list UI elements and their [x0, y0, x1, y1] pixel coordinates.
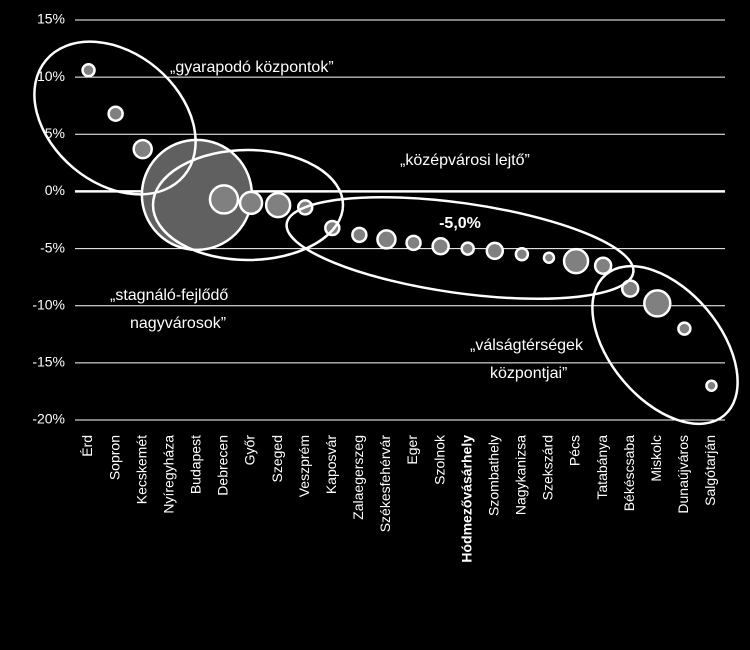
group-ellipse-2 — [280, 179, 639, 317]
bubble-zalaegerszeg — [352, 228, 366, 242]
x-label-szekszárd: Szekszárd — [540, 435, 556, 500]
bubble-érd — [83, 64, 95, 76]
bubble-sopron — [109, 107, 123, 121]
bubble-chart: -20%-15%-10%-5%0%5%10%15%„gyarapodó közp… — [0, 0, 750, 650]
group-label-0: „gyarapodó központok” — [170, 59, 334, 76]
x-label-békéscsaba: Békéscsaba — [621, 435, 637, 511]
y-tick-label: -20% — [32, 411, 65, 427]
x-label-dunaújváros: Dunaújváros — [675, 435, 691, 514]
bubble-nagykanizsa — [516, 248, 528, 260]
bubble-szombathely — [487, 243, 503, 259]
bubble-salgótarján — [706, 381, 716, 391]
x-label-hódmezővásárhely: Hódmezővásárhely — [458, 435, 474, 563]
x-label-nagykanizsa: Nagykanizsa — [513, 435, 529, 515]
y-tick-label: 15% — [37, 11, 65, 27]
value-annotation: -5,0% — [439, 215, 481, 232]
x-label-szeged: Szeged — [269, 435, 285, 482]
x-label-székesfehérvár: Székesfehérvár — [377, 435, 393, 533]
bubble-szeged — [266, 193, 290, 217]
bubble-szolnok — [433, 238, 449, 254]
x-label-miskolc: Miskolc — [648, 435, 664, 482]
bubble-dunaújváros — [678, 323, 690, 335]
bubble-eger — [407, 236, 421, 250]
bubble-miskolc — [644, 290, 670, 316]
group-label-1-line2: nagyvárosok” — [130, 315, 226, 332]
x-label-kaposvár: Kaposvár — [323, 435, 339, 494]
bubble-székesfehérvár — [377, 230, 395, 248]
bubble-pécs — [564, 249, 588, 273]
y-tick-label: -15% — [32, 354, 65, 370]
group-label-3-line2: központjai” — [490, 365, 567, 382]
x-label-budapest: Budapest — [188, 435, 204, 494]
x-label-tatabánya: Tatabánya — [594, 435, 610, 500]
x-label-zalaegerszeg: Zalaegerszeg — [350, 435, 366, 520]
x-label-érd: Érd — [79, 435, 95, 457]
bubble-szekszárd — [544, 253, 554, 263]
y-tick-label: 0% — [45, 182, 65, 198]
x-label-nyíregyháza: Nyíregyháza — [160, 435, 176, 514]
x-label-szolnok: Szolnok — [431, 434, 447, 485]
y-tick-label: 10% — [37, 68, 65, 84]
x-label-kecskemét: Kecskemét — [133, 435, 149, 504]
x-label-debrecen: Debrecen — [215, 435, 231, 496]
group-label-3-line1: „válságtérségek — [470, 337, 584, 354]
group-label-1-line1: „stagnáló-fejlődő — [110, 287, 228, 304]
x-label-veszprém: Veszprém — [296, 435, 312, 497]
x-label-salgótarján: Salgótarján — [702, 435, 718, 506]
bubble-győr — [240, 192, 262, 214]
group-ellipse-3 — [564, 239, 750, 451]
y-tick-label: -10% — [32, 296, 65, 312]
x-label-pécs: Pécs — [567, 435, 583, 466]
x-label-eger: Eger — [404, 435, 420, 465]
x-label-szombathely: Szombathely — [485, 435, 501, 516]
group-label-2: „középvárosi lejtő” — [400, 152, 530, 169]
x-label-győr: Győr — [242, 435, 258, 466]
bubble-debrecen — [210, 185, 238, 213]
bubble-hódmezővásárhely — [462, 243, 474, 255]
bubble-kecskemét — [134, 140, 152, 158]
y-tick-label: -5% — [40, 239, 65, 255]
x-label-sopron: Sopron — [106, 435, 122, 480]
